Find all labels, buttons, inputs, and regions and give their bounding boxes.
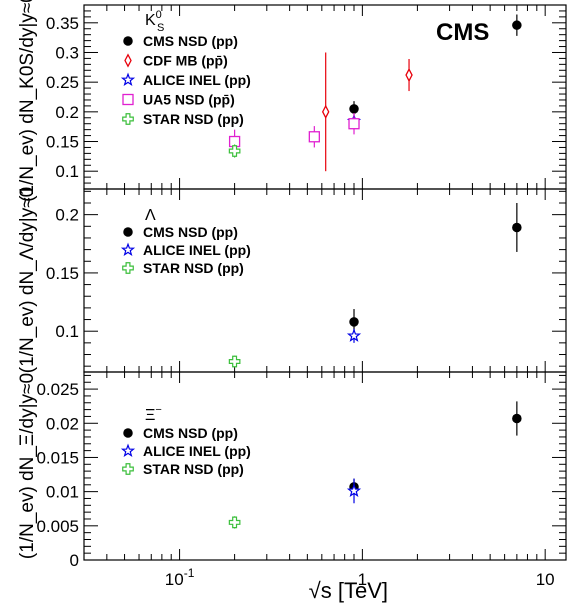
series-kshort (228, 144, 241, 158)
legend-entry: CMS NSD (pp) (143, 224, 238, 240)
legend-entry: STAR NSD (pp) (143, 461, 244, 477)
y-tick-label-kshort: 0.15 (46, 133, 79, 152)
y-tick-label-kshort: 0.35 (46, 14, 79, 33)
y-tick-label-xi: 0.005 (36, 517, 79, 536)
data-point (405, 67, 413, 83)
y-axis-label-lambda: (1/N_ev) dN_Λ/dy|y≈0 (17, 187, 38, 373)
y-tick-label-xi: 0 (70, 551, 79, 570)
x-tick-label: 1 (358, 570, 367, 589)
panel-lambda-frame (83, 188, 567, 373)
series-kshort (349, 14, 522, 117)
legend-marker (123, 428, 133, 438)
legend-marker (122, 113, 134, 125)
legend-marker (122, 463, 134, 475)
series-kshort (321, 52, 413, 172)
y-tick-label-kshort: 0.1 (55, 162, 79, 181)
legend-marker (123, 227, 133, 237)
legend-marker (123, 36, 133, 46)
particle-label: K0 S (145, 9, 164, 34)
legend-entry: CDF MB (pp̄) (143, 53, 228, 69)
data-point (346, 328, 362, 342)
y-tick-label-lambda: 0.2 (55, 206, 79, 225)
x-tick-label: 10-1 (165, 566, 195, 589)
y-axis-label-xi: (1/N_ev) dN_Ξ/dy|y≈0 (17, 373, 38, 559)
y-tick-label-xi: 0.015 (36, 448, 79, 467)
data-point (512, 20, 522, 30)
y-tick-label-kshort: 0.3 (55, 43, 79, 62)
data-point (348, 118, 360, 130)
series-lambda (349, 202, 522, 335)
data-point (228, 516, 241, 529)
legend-marker (120, 443, 136, 458)
data-point (228, 355, 241, 368)
data-point (308, 131, 320, 143)
series-lambda (228, 355, 241, 368)
legend-entry: ALICE INEL (pp) (143, 443, 251, 459)
y-tick-label-xi: 0.025 (36, 380, 79, 399)
data-point (321, 104, 330, 119)
legend-xi: Ξ−CMS NSD (pp) ALICE INEL (pp) STAR NSD (p… (120, 404, 251, 477)
legend-entry: CMS NSD (pp) (143, 425, 238, 441)
legend-entry: CMS NSD (pp) (143, 33, 238, 49)
series-xi (349, 401, 522, 496)
legend-marker (120, 72, 136, 87)
series-kshort (228, 113, 360, 154)
series-lambda (346, 328, 362, 343)
legend-marker (122, 262, 134, 274)
legend-entry: UA5 NSD (pp̄) (143, 92, 235, 108)
data-point (512, 413, 522, 424)
y-tick-label-kshort: 0.25 (46, 73, 79, 92)
data-point (349, 317, 359, 327)
data-marks (228, 14, 522, 529)
particle-label: Λ (145, 207, 156, 224)
y-axis-label-kshort: (1/N_ev) dN_K0S/dy|y≈0 (17, 0, 38, 202)
y-tick-label-xi: 0.01 (46, 483, 79, 502)
data-point (346, 483, 362, 497)
y-tick-label-kshort: 0.2 (55, 103, 79, 122)
data-point (349, 104, 359, 114)
x-tick-label: 10 (536, 570, 555, 589)
data-point (512, 222, 522, 233)
legend-entry: STAR NSD (pp) (143, 111, 244, 127)
legend-marker (122, 93, 134, 106)
x-axis-label: √s [TeV] (309, 578, 388, 603)
axis-ticks: 10-1 1 10 0.1 0.15 0.2 0.25 0.3 0.35 0.1 0.15 0.2 0 0… (36, 5, 566, 589)
panel-xi-frame (83, 371, 567, 561)
legend-marker (124, 53, 132, 68)
particle-label: Ξ− (145, 404, 162, 424)
y-tick-label-xi: 0.02 (46, 414, 79, 433)
legend-entry: ALICE INEL (pp) (143, 72, 251, 88)
legend-entry: STAR NSD (pp) (143, 260, 244, 276)
series-xi (228, 516, 241, 529)
data-point (228, 145, 241, 157)
y-tick-label-lambda: 0.1 (55, 322, 79, 341)
series-xi (346, 478, 362, 504)
y-tick-label-lambda: 0.15 (46, 264, 79, 283)
legend-marker (120, 242, 136, 257)
cms-logo: CMS (436, 19, 489, 46)
legend-entry: ALICE INEL (pp) (143, 242, 251, 258)
